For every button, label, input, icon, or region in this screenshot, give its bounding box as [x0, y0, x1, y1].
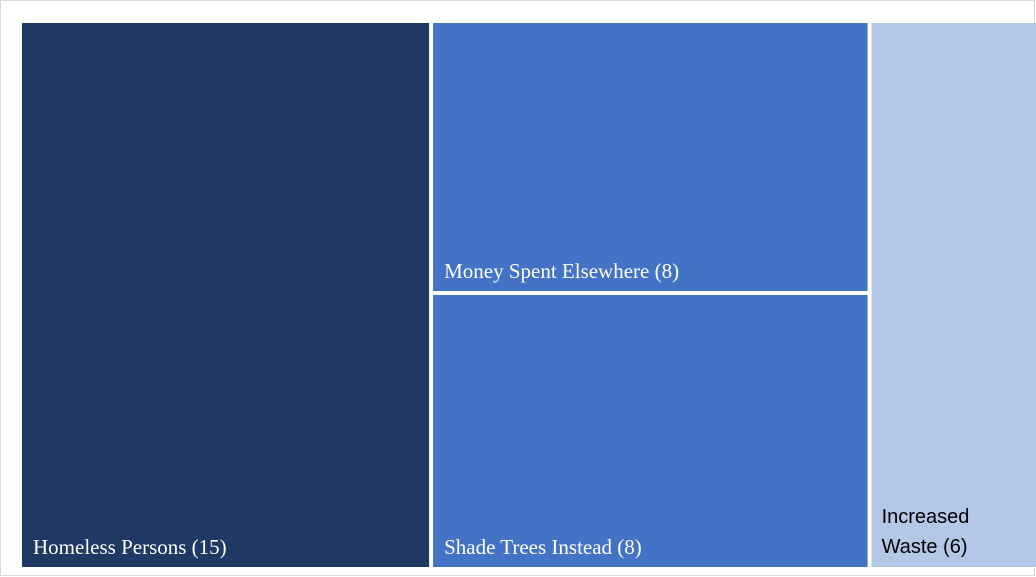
treemap-label-homeless-persons: Homeless Persons (15)	[33, 535, 227, 559]
treemap-tiles	[22, 23, 1036, 567]
treemap-label-increased-waste: Increased Waste (6)	[882, 506, 970, 558]
treemap-tile-shade-trees-instead	[433, 295, 868, 567]
treemap-labels: Homeless Persons (15) Money Spent Elsewhe…	[33, 259, 969, 559]
treemap-tile-increased-waste	[871, 23, 1036, 567]
treemap-label-shade-trees-instead: Shade Trees Instead (8)	[444, 535, 642, 559]
treemap-label-money-spent-elsewhere: Money Spent Elsewhere (8)	[444, 259, 679, 283]
treemap-tile-money-spent-elsewhere	[433, 23, 868, 291]
treemap-tile-homeless-persons	[22, 23, 430, 567]
